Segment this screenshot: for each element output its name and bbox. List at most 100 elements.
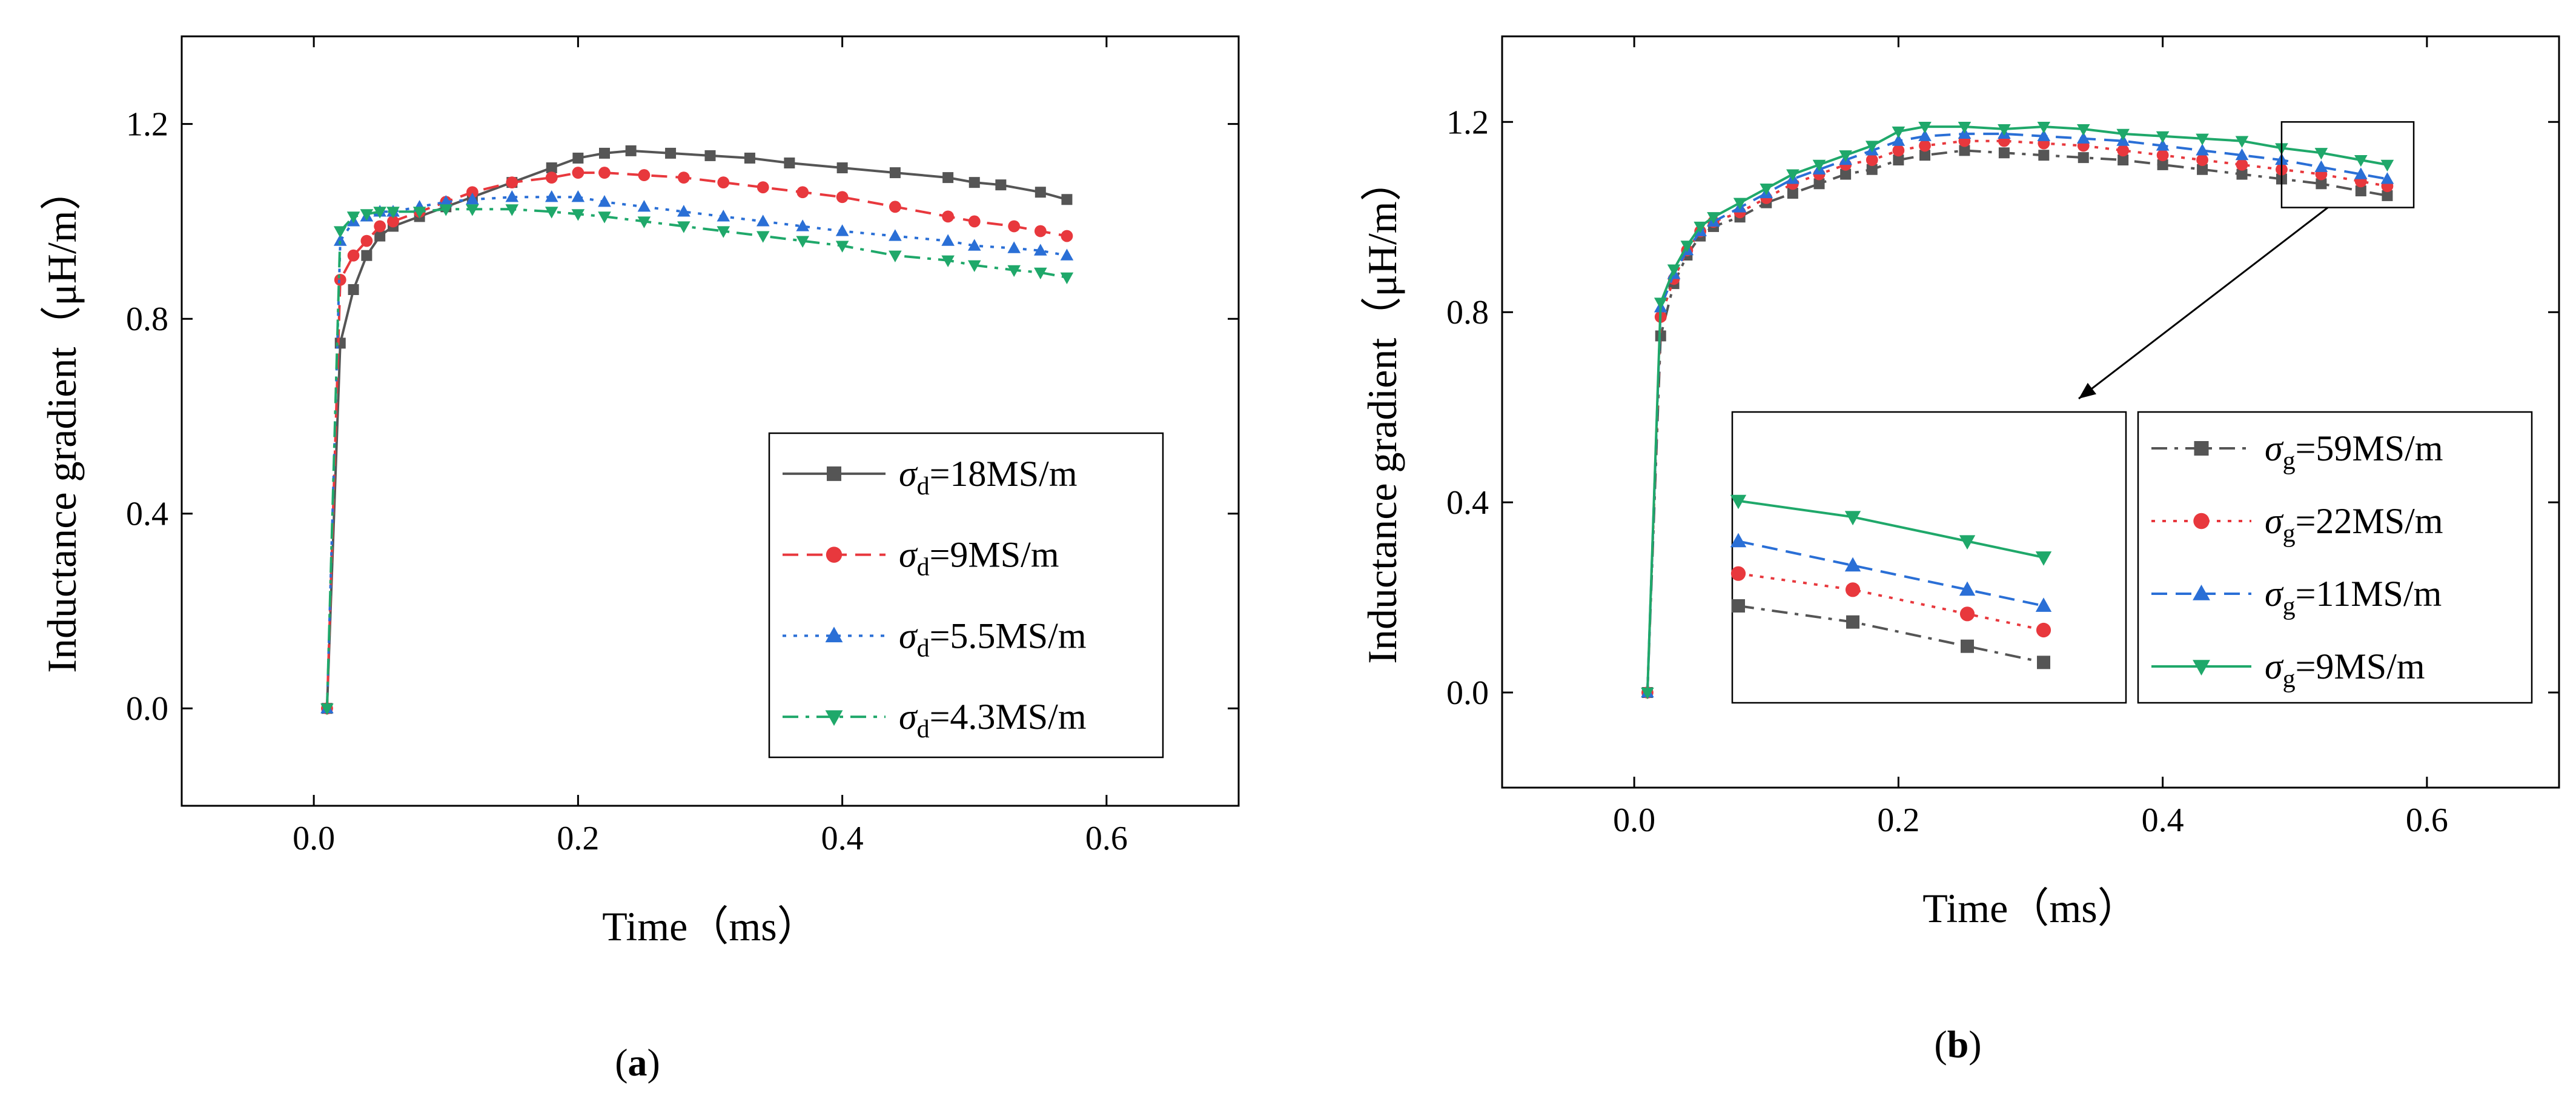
data-point <box>1865 141 1879 153</box>
inset-data-point <box>1730 494 1747 510</box>
data-point <box>2236 158 2248 171</box>
legend: σd=18MS/mσd=9MS/mσd=5.5MS/mσd=4.3MS/m <box>768 432 1164 759</box>
data-point <box>784 157 795 168</box>
data-point <box>2235 136 2249 148</box>
data-point <box>1694 221 1707 234</box>
x-axis-label: Time（ms） <box>1922 885 2138 931</box>
data-point <box>637 216 651 228</box>
data-point <box>1918 122 1932 134</box>
legend-label: σg=9MS/m <box>2265 646 2425 693</box>
legend-marker <box>825 710 843 726</box>
data-point <box>2037 122 2051 134</box>
data-point <box>1958 122 1972 134</box>
data-point <box>1787 187 1798 199</box>
legend-value: =9MS/m <box>2296 646 2425 686</box>
legend-symbol: σ <box>2265 428 2284 468</box>
data-point <box>2116 128 2130 141</box>
inset-data-point <box>2035 597 2052 612</box>
data-point <box>1733 198 1747 210</box>
zoom-region-box <box>2280 121 2415 208</box>
data-point <box>836 162 848 174</box>
legend-label: σd=9MS/m <box>899 535 1059 582</box>
legend-value: =11MS/m <box>2296 574 2442 614</box>
series-line <box>1646 139 2388 693</box>
data-point <box>387 215 399 228</box>
series-4 <box>1641 122 2394 700</box>
data-point <box>889 250 902 262</box>
data-point <box>1008 220 1021 233</box>
y-axis-title: Inductance gradient <box>39 347 85 673</box>
data-point <box>545 190 558 202</box>
data-point <box>1061 194 1073 205</box>
data-point <box>1840 168 1852 180</box>
legend-subscript: g <box>2283 520 2296 548</box>
data-point <box>505 190 519 202</box>
data-point <box>1919 150 1930 161</box>
data-point <box>374 220 386 233</box>
legend-symbol: σ <box>2265 646 2284 686</box>
chart-panel-a: 0.0 0.2 0.4 0.6 0.0 0.4 0.8 1.2 Time（ms） Inductan… <box>39 35 1240 1084</box>
legend-symbol: σ <box>899 616 918 656</box>
data-point <box>2117 154 2129 166</box>
legend-value: =18MS/m <box>930 454 1078 494</box>
data-point <box>677 171 690 184</box>
data-point <box>1812 159 1826 172</box>
data-point <box>889 229 902 241</box>
data-point <box>2076 124 2090 136</box>
legend-symbol: σ <box>2265 574 2284 614</box>
legend-symbol: σ <box>899 697 918 737</box>
series-4 <box>320 204 1074 716</box>
data-point <box>1060 272 1074 285</box>
data-point <box>1060 248 1074 261</box>
data-point <box>2382 190 2393 201</box>
data-point <box>439 204 453 216</box>
inset-data-point <box>1730 533 1747 548</box>
data-point <box>968 177 980 188</box>
data-point <box>1892 126 1906 139</box>
data-point <box>2117 144 2130 157</box>
panel-letter: a <box>628 1041 647 1084</box>
plot-frame <box>180 35 1240 807</box>
data-point <box>637 200 651 212</box>
data-point <box>466 193 479 205</box>
data-point <box>572 167 584 179</box>
y-axis-unit: （μH/m） <box>39 169 85 347</box>
data-point <box>1866 154 1878 166</box>
legend-box <box>2137 411 2533 704</box>
data-point <box>374 230 386 242</box>
data-point <box>704 150 716 161</box>
data-point <box>2355 185 2366 197</box>
data-point <box>412 207 426 219</box>
data-point <box>1654 297 1667 310</box>
zoom-arrow-head <box>2079 382 2097 399</box>
data-point <box>756 231 770 243</box>
legend-subscript: d <box>917 634 930 662</box>
y-axis-unit: （μH/m） <box>1359 160 1405 337</box>
zoom-inset <box>1730 411 2127 704</box>
x-axis-unit: （ms） <box>687 903 818 949</box>
data-point <box>506 176 518 189</box>
data-point <box>361 250 372 261</box>
data-point <box>2354 154 2368 167</box>
data-point <box>546 162 557 174</box>
inset-data-point <box>2037 656 2050 669</box>
data-point <box>1786 169 1800 181</box>
y-tick-label: 0.0 <box>126 690 168 728</box>
inset-series-line <box>1738 572 2044 631</box>
data-point <box>941 234 955 246</box>
data-point <box>756 214 770 227</box>
legend-label: σd=4.3MS/m <box>899 697 1087 743</box>
legend-label: σd=5.5MS/m <box>899 616 1087 662</box>
legend-marker <box>826 546 843 563</box>
zoom-inset-box <box>1731 411 2127 704</box>
data-point <box>346 211 360 224</box>
data-point <box>941 255 955 267</box>
data-point <box>717 176 730 189</box>
data-point <box>347 249 360 262</box>
data-point <box>2235 148 2249 161</box>
x-axis-title: Time <box>602 903 687 949</box>
y-tick-label: 0.4 <box>1446 484 1489 522</box>
data-point <box>571 209 585 221</box>
data-point <box>638 169 651 181</box>
legend-label: σg=11MS/m <box>2265 574 2442 620</box>
